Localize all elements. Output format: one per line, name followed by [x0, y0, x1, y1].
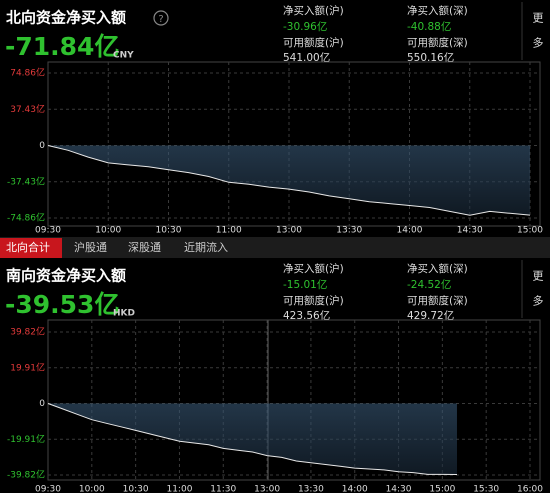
- y-tick-label: 0: [39, 399, 45, 409]
- y-tick-label: 19.91亿: [10, 361, 45, 373]
- x-tick-label: 11:00: [216, 226, 242, 236]
- x-tick-label: 15:00: [517, 226, 543, 236]
- x-tick-label: 13:30: [336, 226, 362, 236]
- net-amount: -39.53亿: [5, 290, 119, 319]
- stat-label: 可用额度(深): [407, 36, 468, 49]
- area: [48, 403, 457, 475]
- y-tick-label: -74.86亿: [7, 212, 45, 224]
- tab-active: [0, 238, 62, 258]
- line: [47, 145, 531, 216]
- panel-title: 北向资金净买入额: [6, 9, 126, 27]
- y-tick-label: 74.86亿: [10, 67, 45, 79]
- tab[interactable]: 北向合计: [6, 240, 50, 254]
- stat-label: 可用额度(沪): [283, 36, 344, 49]
- stat-value: -30.96亿: [283, 20, 327, 33]
- stat-label: 可用额度(沪): [283, 294, 344, 307]
- x-tick-label: 16:00: [517, 485, 543, 493]
- currency: CNY: [113, 51, 134, 61]
- stat-value: 541.00亿: [283, 51, 330, 64]
- more-button[interactable]: 更多: [531, 270, 544, 320]
- x-tick-label: 09:30: [35, 485, 61, 493]
- y-tick-label: 0: [39, 141, 45, 151]
- x-tick-label: 10:00: [79, 485, 105, 493]
- x-tick-label: 14:00: [342, 485, 368, 493]
- stat-label: 净买入额(沪): [283, 4, 344, 17]
- stat-label: 净买入额(深): [407, 4, 468, 17]
- stat-label: 净买入额(沪): [283, 262, 344, 275]
- y-tick-label: -19.91亿: [7, 433, 45, 445]
- stat-label: 净买入额(深): [407, 262, 468, 275]
- x-tick-label: 15:30: [473, 485, 499, 493]
- stat-value: 423.56亿: [283, 309, 330, 322]
- y-tick-label: 39.82亿: [10, 326, 45, 338]
- stat-value: -24.52亿: [407, 278, 451, 291]
- x-tick-label: 13:30: [298, 485, 324, 493]
- x-tick-label: 13:00: [254, 485, 280, 493]
- stat-value: 550.16亿: [407, 51, 454, 64]
- x-tick-label: 15:00: [429, 485, 455, 493]
- stat-value: 429.72亿: [407, 309, 454, 322]
- x-tick-label: 14:00: [397, 226, 423, 236]
- tab[interactable]: 沪股通: [74, 240, 107, 254]
- plot-frame: [47, 61, 541, 227]
- x-tick-label: 10:30: [123, 485, 149, 493]
- svg-text:?: ?: [158, 14, 163, 25]
- more-button[interactable]: 更多: [531, 12, 544, 62]
- area: [48, 145, 530, 216]
- y-tick-label: -39.82亿: [7, 469, 45, 481]
- panel-title: 南向资金净买入额: [6, 267, 126, 285]
- stat-label: 可用额度(深): [407, 294, 468, 307]
- stat-value: -40.88亿: [407, 20, 451, 33]
- x-tick-label: 10:30: [156, 226, 182, 236]
- x-tick-label: 10:00: [95, 226, 121, 236]
- y-tick-label: 37.43亿: [10, 103, 45, 115]
- x-tick-label: 14:30: [457, 226, 483, 236]
- stat-value: -15.01亿: [283, 278, 327, 291]
- plot-frame: [47, 319, 541, 481]
- currency: HKD: [113, 309, 135, 319]
- net-amount: -71.84亿: [5, 32, 119, 61]
- help-icon[interactable]: ?: [153, 10, 169, 26]
- x-tick-label: 11:00: [166, 485, 192, 493]
- x-tick-label: 11:30: [210, 485, 236, 493]
- x-tick-label: 09:30: [35, 226, 61, 236]
- x-tick-label: 13:00: [276, 226, 302, 236]
- tab[interactable]: 近期流入: [184, 240, 228, 254]
- tab-bar: [0, 237, 550, 258]
- line: [47, 403, 458, 475]
- y-tick-label: -37.43亿: [7, 175, 45, 187]
- tab[interactable]: 深股通: [128, 241, 161, 254]
- x-tick-label: 14:30: [386, 485, 412, 493]
